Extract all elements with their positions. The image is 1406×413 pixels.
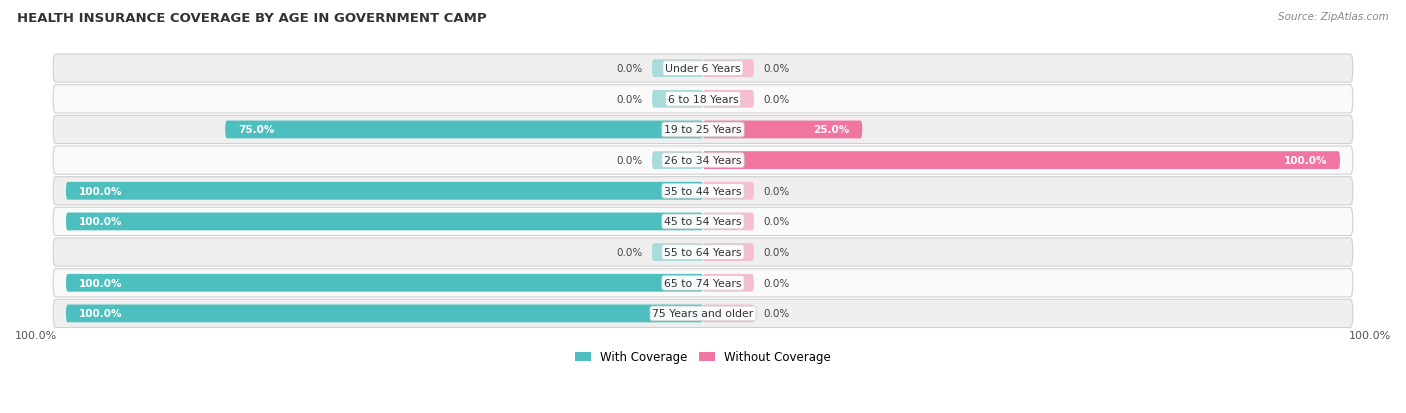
Text: 26 to 34 Years: 26 to 34 Years bbox=[664, 156, 742, 166]
Text: 0.0%: 0.0% bbox=[763, 247, 790, 257]
FancyBboxPatch shape bbox=[703, 244, 754, 261]
Text: Under 6 Years: Under 6 Years bbox=[665, 64, 741, 74]
FancyBboxPatch shape bbox=[53, 116, 1353, 144]
Text: 65 to 74 Years: 65 to 74 Years bbox=[664, 278, 742, 288]
FancyBboxPatch shape bbox=[652, 91, 703, 109]
FancyBboxPatch shape bbox=[53, 85, 1353, 114]
FancyBboxPatch shape bbox=[53, 238, 1353, 266]
Text: 75.0%: 75.0% bbox=[238, 125, 274, 135]
FancyBboxPatch shape bbox=[703, 152, 1340, 170]
FancyBboxPatch shape bbox=[703, 213, 754, 231]
FancyBboxPatch shape bbox=[703, 121, 862, 139]
FancyBboxPatch shape bbox=[652, 60, 703, 78]
Text: Source: ZipAtlas.com: Source: ZipAtlas.com bbox=[1278, 12, 1389, 22]
Text: HEALTH INSURANCE COVERAGE BY AGE IN GOVERNMENT CAMP: HEALTH INSURANCE COVERAGE BY AGE IN GOVE… bbox=[17, 12, 486, 25]
Text: 0.0%: 0.0% bbox=[763, 278, 790, 288]
Text: 0.0%: 0.0% bbox=[616, 247, 643, 257]
FancyBboxPatch shape bbox=[703, 305, 754, 323]
Text: 0.0%: 0.0% bbox=[616, 156, 643, 166]
Text: 100.0%: 100.0% bbox=[79, 186, 122, 196]
FancyBboxPatch shape bbox=[66, 213, 703, 231]
Text: 6 to 18 Years: 6 to 18 Years bbox=[668, 95, 738, 104]
FancyBboxPatch shape bbox=[66, 305, 703, 323]
FancyBboxPatch shape bbox=[66, 183, 703, 200]
Text: 0.0%: 0.0% bbox=[763, 186, 790, 196]
FancyBboxPatch shape bbox=[53, 147, 1353, 175]
Text: 100.0%: 100.0% bbox=[1284, 156, 1327, 166]
Text: 55 to 64 Years: 55 to 64 Years bbox=[664, 247, 742, 257]
FancyBboxPatch shape bbox=[53, 208, 1353, 236]
FancyBboxPatch shape bbox=[652, 244, 703, 261]
Text: 45 to 54 Years: 45 to 54 Years bbox=[664, 217, 742, 227]
Text: 19 to 25 Years: 19 to 25 Years bbox=[664, 125, 742, 135]
Text: 35 to 44 Years: 35 to 44 Years bbox=[664, 186, 742, 196]
FancyBboxPatch shape bbox=[53, 269, 1353, 297]
Text: 0.0%: 0.0% bbox=[763, 309, 790, 319]
FancyBboxPatch shape bbox=[703, 274, 754, 292]
FancyBboxPatch shape bbox=[66, 274, 703, 292]
Text: 0.0%: 0.0% bbox=[763, 95, 790, 104]
Text: 0.0%: 0.0% bbox=[763, 64, 790, 74]
Text: 100.0%: 100.0% bbox=[79, 309, 122, 319]
FancyBboxPatch shape bbox=[703, 91, 754, 109]
FancyBboxPatch shape bbox=[53, 55, 1353, 83]
Text: 25.0%: 25.0% bbox=[813, 125, 849, 135]
Text: 100.0%: 100.0% bbox=[79, 278, 122, 288]
Text: 100.0%: 100.0% bbox=[1348, 330, 1391, 340]
Text: 0.0%: 0.0% bbox=[616, 95, 643, 104]
FancyBboxPatch shape bbox=[225, 121, 703, 139]
Legend: With Coverage, Without Coverage: With Coverage, Without Coverage bbox=[575, 351, 831, 363]
Text: 0.0%: 0.0% bbox=[616, 64, 643, 74]
Text: 100.0%: 100.0% bbox=[15, 330, 58, 340]
FancyBboxPatch shape bbox=[703, 60, 754, 78]
Text: 0.0%: 0.0% bbox=[763, 217, 790, 227]
Text: 75 Years and older: 75 Years and older bbox=[652, 309, 754, 319]
FancyBboxPatch shape bbox=[703, 183, 754, 200]
FancyBboxPatch shape bbox=[652, 152, 703, 170]
FancyBboxPatch shape bbox=[53, 177, 1353, 205]
FancyBboxPatch shape bbox=[53, 299, 1353, 328]
Text: 100.0%: 100.0% bbox=[79, 217, 122, 227]
